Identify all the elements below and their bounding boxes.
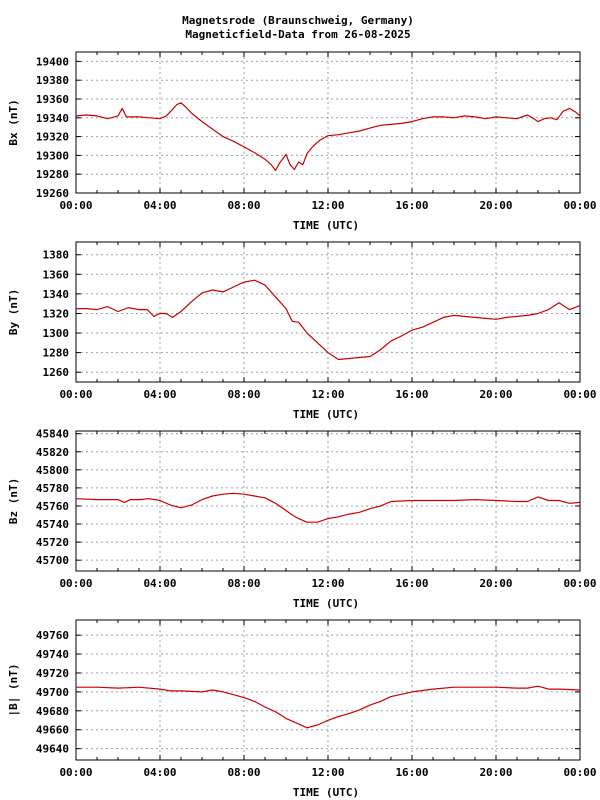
- by-y-tick-label: 1320: [43, 307, 70, 320]
- bz-x-tick-label: 00:00: [59, 577, 92, 590]
- bz-x-tick-label: 04:00: [143, 577, 176, 590]
- btotal-y-tick-label: 49740: [36, 648, 69, 661]
- bz-y-axis-label: Bz (nT): [7, 478, 20, 524]
- by-y-tick-label: 1360: [43, 268, 70, 281]
- btotal-x-axis-label: TIME (UTC): [293, 786, 359, 799]
- bx-x-tick-label: 00:00: [59, 199, 92, 212]
- by-x-tick-label: 04:00: [143, 388, 176, 401]
- bx-grid: [76, 52, 580, 193]
- bx-panel: 19260 19280 19300 19320 19340 19360 19380 19400…: [7, 51, 597, 232]
- bx-x-tick-label: 16:00: [395, 199, 428, 212]
- bx-y-tick-label: 19300: [36, 149, 69, 162]
- btotal-x-tick-label: 20:00: [479, 766, 512, 779]
- by-y-tick-label: 1340: [43, 288, 70, 301]
- by-y-tick-label: 1260: [43, 366, 70, 379]
- bz-series-line: [75, 492, 581, 523]
- bx-x-tick-label: 00:00: [563, 199, 596, 212]
- btotal-y-tick-label: 49720: [36, 667, 69, 680]
- btotal-x-tick-label: 16:00: [395, 766, 428, 779]
- btotal-x-tick-label: 04:00: [143, 766, 176, 779]
- bz-x-axis-label: TIME (UTC): [293, 597, 359, 610]
- bz-y-tick-label: 45820: [36, 446, 69, 459]
- bz-x-tick-label: 12:00: [311, 577, 344, 590]
- figure-title-line1: Magnetsrode (Braunschweig, Germany): [182, 14, 414, 27]
- by-x-ticks: [75, 242, 581, 382]
- bx-y-tick-label: 19320: [36, 131, 69, 144]
- bx-y-tick-label: 19380: [36, 74, 69, 87]
- bx-y-tick-label: 19340: [36, 112, 69, 125]
- bz-y-tick-label: 45780: [36, 482, 69, 495]
- chart-panels: 19260 19280 19300 19320 19340 19360 19380 19400…: [7, 51, 597, 799]
- bx-x-tick-label: 04:00: [143, 199, 176, 212]
- bz-y-tick-label: 45740: [36, 518, 69, 531]
- bz-x-tick-label: 16:00: [395, 577, 428, 590]
- bz-y-tick-label: 45720: [36, 536, 69, 549]
- bx-y-tick-label: 19400: [36, 55, 69, 68]
- bz-y-tick-label: 45700: [36, 554, 69, 567]
- btotal-series-line: [76, 685, 581, 729]
- bz-panel: 45700 45720 45740 45760 45780 45800 45820 45840…: [7, 428, 597, 610]
- bz-y-tick-label: 45760: [36, 500, 69, 513]
- by-x-tick-label: 16:00: [395, 388, 428, 401]
- bx-y-axis-label: Bx (nT): [7, 99, 20, 145]
- bz-x-tick-label: 00:00: [563, 577, 596, 590]
- bz-y-tick-label: 45800: [36, 464, 69, 477]
- btotal-y-tick-label: 49660: [36, 724, 69, 737]
- bx-x-tick-label: 08:00: [227, 199, 260, 212]
- btotal-x-tick-label: 08:00: [227, 766, 260, 779]
- by-x-tick-label: 00:00: [59, 388, 92, 401]
- by-x-tick-label: 00:00: [563, 388, 596, 401]
- btotal-x-tick-label: 12:00: [311, 766, 344, 779]
- bx-series-line: [75, 102, 581, 171]
- bz-x-ticks: [75, 431, 581, 571]
- by-x-tick-label: 08:00: [227, 388, 260, 401]
- bx-y-tick-label: 19360: [36, 93, 69, 106]
- by-y-tick-label: 1300: [43, 327, 70, 340]
- bx-y-tick-label: 19260: [36, 187, 69, 200]
- by-series-line: [76, 279, 581, 361]
- by-x-tick-label: 12:00: [311, 388, 344, 401]
- bx-x-tick-label: 20:00: [479, 199, 512, 212]
- btotal-grid: [76, 620, 580, 760]
- btotal-y-tick-label: 49760: [36, 629, 69, 642]
- bx-x-ticks: [75, 52, 581, 194]
- btotal-y-tick-label: 49640: [36, 743, 69, 756]
- by-x-tick-label: 20:00: [479, 388, 512, 401]
- btotal-panel: 49640 49660 49680 49700 49720 49740 49760 00:00…: [7, 619, 597, 799]
- btotal-x-tick-label: 00:00: [59, 766, 92, 779]
- by-y-tick-label: 1280: [43, 347, 70, 360]
- btotal-y-tick-label: 49700: [36, 686, 69, 699]
- btotal-y-axis-label: |B| (nT): [7, 664, 20, 717]
- bz-x-tick-label: 08:00: [227, 577, 260, 590]
- by-x-axis-label: TIME (UTC): [293, 408, 359, 421]
- by-y-axis-label: By (nT): [7, 289, 20, 335]
- btotal-x-tick-label: 00:00: [563, 766, 596, 779]
- by-grid: [76, 242, 580, 382]
- bz-y-tick-label: 45840: [36, 428, 69, 441]
- by-y-tick-label: 1380: [43, 249, 70, 262]
- bx-x-tick-label: 12:00: [311, 199, 344, 212]
- bx-y-tick-label: 19280: [36, 168, 69, 181]
- bz-x-tick-label: 20:00: [479, 577, 512, 590]
- figure-title-line2: Magneticfield-Data from 26-08-2025: [185, 28, 410, 41]
- by-panel: 1260 1280 1300 1320 1340 1360 1380 00:00 04:00 08…: [7, 241, 597, 421]
- bx-x-axis-label: TIME (UTC): [293, 219, 359, 232]
- btotal-x-ticks: [75, 620, 581, 760]
- btotal-y-tick-label: 49680: [36, 705, 69, 718]
